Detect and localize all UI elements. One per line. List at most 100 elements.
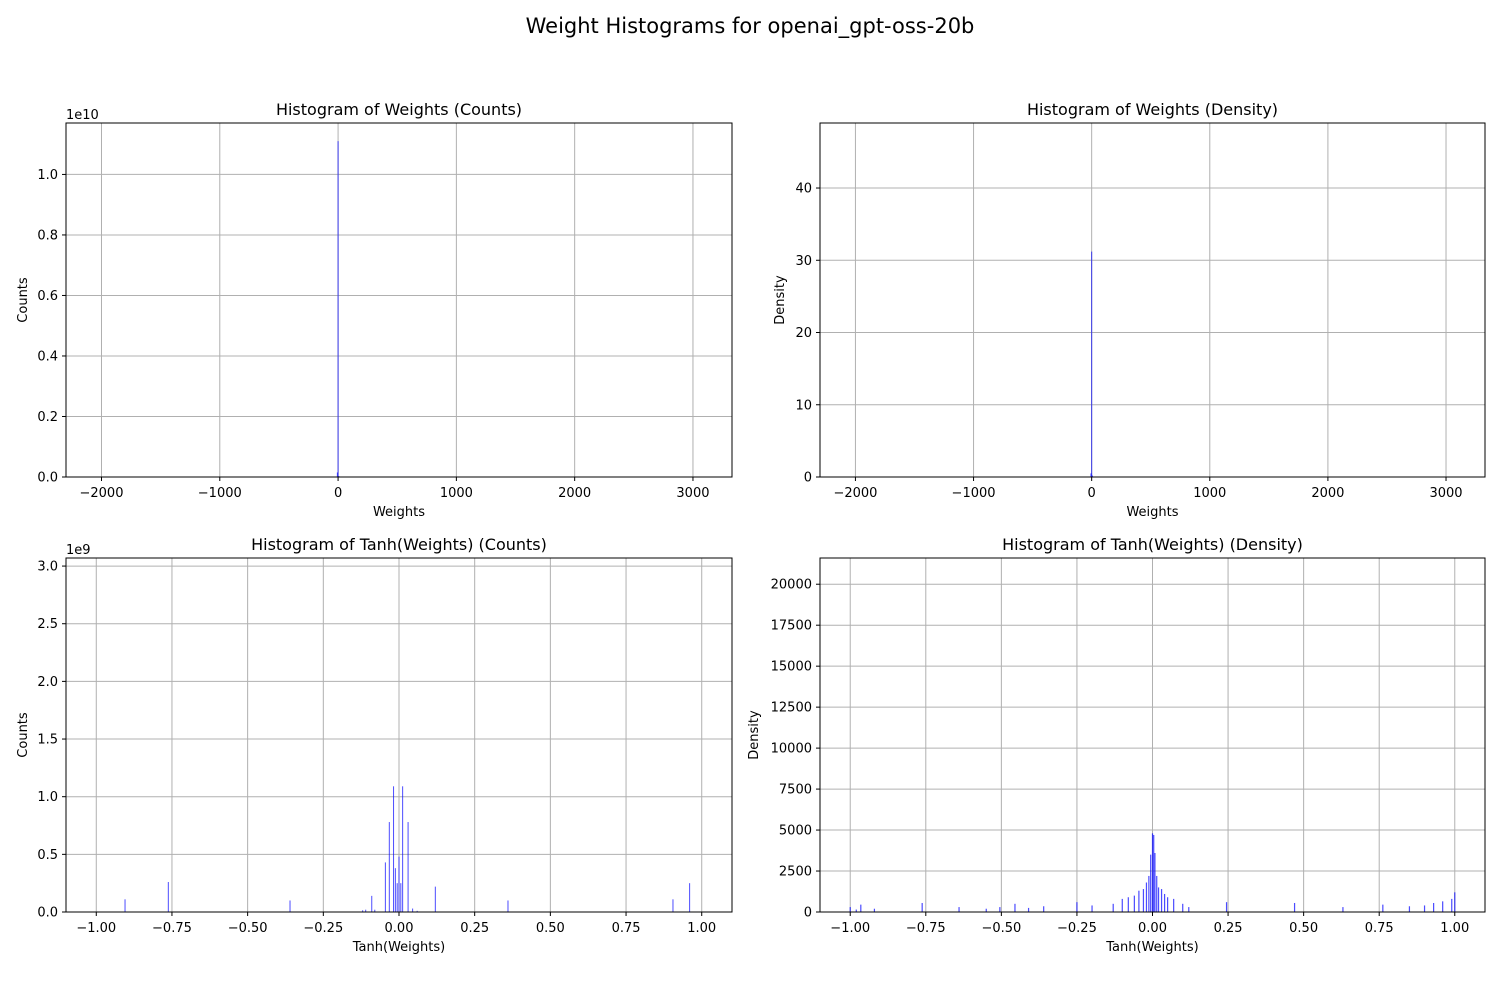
histogram-bar (434, 886, 436, 912)
histogram-bar (1076, 902, 1078, 912)
x-tick-label: −1000 (952, 486, 996, 501)
x-tick-label: 0.25 (460, 921, 489, 936)
histogram-bar (1027, 907, 1030, 912)
y-tick-label: 20000 (771, 578, 812, 593)
histogram-bar (1014, 903, 1016, 912)
x-tick-label: 0.75 (612, 921, 641, 936)
x-tick-label: 0.75 (1365, 921, 1394, 936)
histogram-bar (374, 909, 376, 912)
histogram-bar (402, 786, 404, 912)
panel-tanh-density: −1.00 −0.75 −0.50 −0.25 0.00 0.25 0.50 0.75 1.00… (747, 535, 1486, 955)
histogram-bar (412, 908, 414, 912)
x-axis-label: Weights (1126, 505, 1178, 520)
histogram-bar (1293, 902, 1296, 912)
histogram-bar (1382, 904, 1384, 912)
histogram-bar (1156, 875, 1158, 912)
histogram-bar (1043, 906, 1045, 912)
y-tick-label: 3.0 (37, 560, 58, 575)
x-tick-label: 0 (334, 486, 342, 501)
panel-weights-counts: −2000 −1000 0 1000 2000 3000 0.0 0.2 0.4 0.6 0.8 1.… (16, 100, 733, 520)
x-tick-label: 0.00 (1138, 921, 1167, 936)
histogram-bar (1442, 901, 1444, 912)
y-tick-label: 1.5 (37, 733, 58, 748)
histogram-bar (507, 900, 509, 912)
x-tick-label: −0.50 (228, 921, 268, 936)
histogram-bar (1423, 905, 1426, 912)
histogram-bar (1154, 853, 1156, 912)
x-tick-label: −0.50 (981, 921, 1021, 936)
histogram-bar (124, 899, 126, 912)
x-tick-label: 0.50 (536, 921, 565, 936)
histogram-bar (1153, 834, 1155, 912)
histogram-bar (921, 902, 923, 912)
histogram-bar (672, 899, 674, 912)
histogram-bar (1091, 475, 1093, 477)
axes-frame (819, 122, 1486, 478)
histogram-bar (384, 862, 386, 912)
y-tick-label: 1.0 (37, 790, 58, 805)
histogram-bar (1225, 902, 1228, 912)
histogram-bar (1454, 892, 1456, 912)
chart-title: Histogram of Weights (Density) (1027, 100, 1278, 119)
histogram-bar (1151, 833, 1154, 912)
histogram-bar (1150, 854, 1152, 912)
x-tick-label: 3000 (1429, 486, 1462, 501)
x-tick-label: −0.75 (906, 921, 946, 936)
x-tick-label: 0 (1088, 486, 1096, 501)
y-tick-label: 1.0 (37, 168, 58, 183)
histogram-bar (362, 910, 364, 912)
histogram-bar (1188, 907, 1190, 912)
histogram-bar (1342, 907, 1344, 912)
histogram-bar (1408, 906, 1411, 912)
histogram-bar (1112, 903, 1114, 912)
histogram-bar (689, 883, 691, 912)
histogram-bar (1127, 897, 1129, 912)
y-tick-label: 30 (795, 254, 812, 269)
x-tick-label: −0.25 (1057, 921, 1097, 936)
y-tick-label: 5000 (779, 824, 812, 839)
histogram-bar (873, 908, 876, 912)
x-tick-label: −0.25 (303, 921, 343, 936)
histogram-bar (1163, 893, 1166, 912)
panel-tanh-counts: −1.00 −0.75 −0.50 −0.25 0.00 0.25 0.50 0.75 1.00… (16, 535, 733, 955)
histogram-bar (289, 900, 291, 912)
y-tick-label: 15000 (771, 660, 812, 675)
histogram-bar (1167, 897, 1169, 912)
x-tick-label: −1.00 (830, 921, 870, 936)
histogram-bar (398, 856, 400, 912)
histogram-bar (1182, 903, 1184, 912)
y-axis-label: Counts (16, 712, 31, 758)
x-tick-label: 1.00 (687, 921, 716, 936)
histogram-bar (396, 883, 398, 912)
y-tick-label: 2500 (779, 865, 812, 880)
histogram-bar (336, 472, 338, 477)
histogram-bar (1157, 887, 1160, 912)
x-axis-label: Tanh(Weights) (1105, 940, 1198, 955)
histogram-bar (855, 909, 857, 912)
x-axis-label: Tanh(Weights) (352, 940, 445, 955)
y-tick-label: 12500 (771, 701, 812, 716)
histogram-bar (388, 822, 390, 912)
y-tick-label: 2.0 (37, 675, 58, 690)
histogram-bar (1091, 251, 1093, 477)
x-tick-label: −0.75 (152, 921, 192, 936)
y-tick-label: 0.0 (37, 906, 58, 921)
y-axis-label: Counts (16, 277, 31, 323)
axis-offset-label: 1e10 (66, 108, 99, 123)
histogram-bar (1148, 875, 1150, 912)
histogram-bar (365, 909, 367, 912)
y-tick-label: 2.5 (37, 617, 58, 632)
x-tick-label: 1000 (440, 486, 473, 501)
x-tick-label: 1.00 (1440, 921, 1469, 936)
histogram-bar (1138, 890, 1140, 912)
chart-title: Histogram of Tanh(Weights) (Counts) (251, 535, 547, 554)
histogram-bar (1133, 895, 1135, 912)
histogram-bar (1091, 905, 1093, 912)
histogram-bar (958, 907, 960, 912)
histogram-bar (400, 883, 402, 912)
histogram-bar (999, 907, 1001, 912)
x-tick-label: 0.50 (1289, 921, 1318, 936)
histogram-bar (1173, 898, 1175, 912)
y-tick-label: 10 (795, 398, 812, 413)
figure-title: Weight Histograms for openai_gpt-oss-20b (525, 14, 975, 38)
